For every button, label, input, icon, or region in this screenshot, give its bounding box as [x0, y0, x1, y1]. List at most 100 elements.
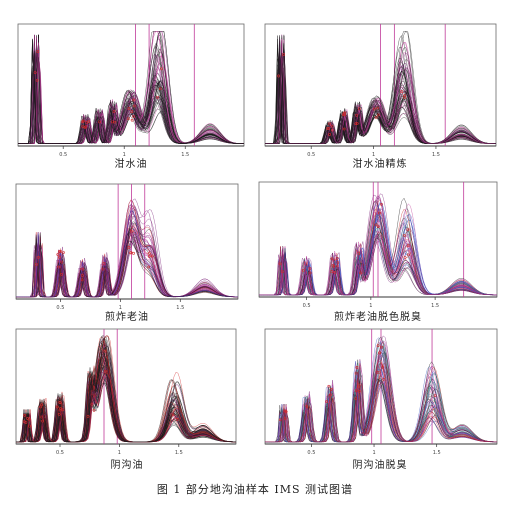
- peak-marker: [308, 271, 312, 275]
- peak-marker: [126, 117, 130, 121]
- peak-marker: [35, 262, 38, 266]
- peak-marker: [130, 118, 134, 122]
- peak-marker: [35, 78, 39, 82]
- spectrum-line: [16, 232, 238, 298]
- chart-svg-5: 0.5 1 1.5: [15, 328, 237, 456]
- x-tick-label: 1.5: [431, 303, 439, 309]
- peak-marker: [132, 115, 135, 118]
- spectrum-line: [265, 336, 497, 443]
- peak-marker: [129, 251, 133, 255]
- peak-marker: [147, 255, 151, 258]
- plot-frame: [15, 328, 237, 445]
- peak-marker: [378, 211, 382, 215]
- spectrum-line: [259, 200, 497, 296]
- chart-panel-5: 0.5 1 1.5: [13, 325, 239, 458]
- peak-marker: [33, 71, 37, 74]
- peak-marker: [327, 384, 331, 388]
- peak-marker: [102, 262, 106, 265]
- peak-marker: [403, 94, 406, 97]
- peak-marker: [59, 250, 63, 253]
- spectrum-line: [16, 346, 236, 443]
- spectrum-line: [259, 194, 497, 296]
- spectrum-line: [259, 211, 497, 296]
- peak-marker: [61, 408, 65, 412]
- peak-marker: [331, 263, 335, 267]
- x-tick-label: 1.5: [433, 450, 441, 456]
- peak-marker: [81, 267, 85, 271]
- peak-marker: [357, 107, 361, 111]
- peak-marker: [354, 389, 358, 393]
- peak-marker: [403, 256, 407, 259]
- peak-marker: [283, 417, 287, 420]
- spectrum-line: [18, 44, 244, 144]
- peak-marker: [376, 225, 380, 229]
- peak-marker: [281, 270, 284, 273]
- chart-caption-2: 泔水油精炼: [352, 159, 408, 170]
- peak-marker: [83, 126, 87, 130]
- x-tick-label: 1.5: [432, 152, 440, 158]
- peak-marker: [330, 124, 334, 128]
- peak-marker: [354, 397, 358, 401]
- peak-marker: [40, 403, 43, 407]
- peak-marker: [58, 255, 62, 259]
- peak-marker: [80, 278, 84, 282]
- peak-marker: [127, 246, 131, 249]
- peak-marker: [357, 389, 361, 393]
- chart-panel-3: 0.5 1 1.5: [13, 180, 241, 313]
- peak-marker: [355, 113, 359, 117]
- spectrum-line: [259, 208, 497, 296]
- chart-caption-4: 煎炸老油脱色脱臭: [334, 312, 422, 323]
- peak-marker: [333, 271, 337, 274]
- peak-marker: [26, 417, 30, 420]
- chart-caption-1: 泔水油: [114, 159, 148, 170]
- chart-panel-2: 0.5 1 1.5: [262, 20, 499, 160]
- chart-svg-2: 0.5 1 1.5: [264, 23, 497, 158]
- peak-marker: [382, 377, 386, 381]
- peak-marker: [355, 366, 359, 369]
- x-tick-label: 1: [119, 305, 122, 311]
- spectrum-line: [265, 340, 497, 443]
- peak-marker: [147, 265, 151, 269]
- peak-marker: [57, 265, 61, 269]
- peak-marker: [132, 104, 136, 108]
- peak-marker: [335, 256, 339, 260]
- peak-marker: [330, 270, 334, 273]
- peak-marker: [86, 414, 90, 418]
- peak-marker: [342, 111, 346, 115]
- peak-marker: [284, 410, 288, 414]
- peak-marker: [55, 405, 59, 409]
- spectrum-line: [265, 351, 497, 443]
- peak-marker: [147, 251, 151, 255]
- peak-marker: [81, 125, 85, 129]
- peak-marker: [158, 87, 162, 91]
- peak-marker: [400, 90, 404, 94]
- peak-marker: [342, 127, 346, 131]
- peak-marker: [37, 255, 40, 259]
- peak-marker: [132, 251, 135, 255]
- peak-marker: [355, 122, 359, 125]
- peak-marker: [406, 228, 410, 232]
- spectrum-line: [265, 363, 497, 443]
- x-tick-label: 0.5: [56, 450, 64, 456]
- spectrum-line: [16, 228, 238, 298]
- peak-marker: [376, 106, 379, 110]
- peak-marker: [36, 50, 40, 53]
- peak-marker: [22, 420, 26, 424]
- spectrum-line: [16, 382, 236, 443]
- figure-caption: 图 1 部分地沟油样本 IMS 测试图谱: [156, 483, 354, 496]
- peak-marker: [354, 122, 358, 126]
- chart-panel-1: 0.5 1 1.5: [15, 20, 247, 160]
- chart-svg-6: 0.5 1 1.5: [264, 328, 498, 456]
- x-tick-label: 0.5: [56, 305, 64, 311]
- peak-marker: [407, 253, 410, 257]
- chart-caption-6: 阴沟油脱臭: [352, 460, 408, 471]
- spectrum-line: [265, 343, 497, 443]
- spectrum-line: [265, 367, 497, 443]
- peak-marker: [376, 344, 380, 348]
- peak-marker: [305, 405, 309, 408]
- peak-marker: [376, 370, 380, 374]
- peak-marker: [40, 415, 44, 419]
- peak-marker: [357, 385, 360, 389]
- peak-marker: [372, 107, 376, 111]
- chart-panel-6: 0.5 1 1.5: [262, 325, 500, 458]
